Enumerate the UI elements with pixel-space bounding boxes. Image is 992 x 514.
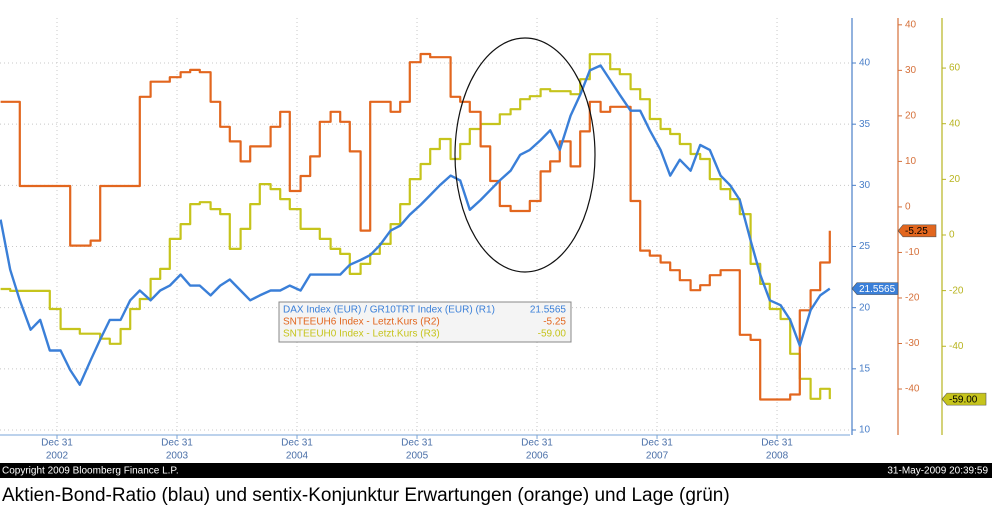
legend: DAX Index (EUR) / GR10TRT Index (EUR) (R… [278, 301, 572, 343]
y2-tick-label: 0 [905, 202, 911, 213]
x-year-label: 2008 [766, 451, 789, 462]
series-line [0, 64, 831, 386]
copyright: Copyright 2009 Bloomberg Finance L.P. [2, 466, 179, 477]
axes: Dec 31 2002 Dec 31 2003 Dec 31 2004 Dec 31 2005… [41, 18, 987, 462]
y-tick-label: 30 [859, 180, 871, 191]
y2-tick-label: -20 [905, 293, 920, 304]
legend-entry: DAX Index (EUR) / GR10TRT Index (EUR) (R… [283, 305, 495, 316]
x-tick-label: Dec 31 [41, 438, 73, 449]
y-tick-label: 25 [859, 241, 871, 252]
x-year-label: 2003 [166, 451, 189, 462]
legend-value: -5.25 [543, 317, 566, 328]
y2-tick-label: 40 [905, 19, 917, 30]
legend-entry: SNTEEUH6 Index - Letzt.Kurs (R2) [283, 317, 440, 328]
grid [0, 18, 850, 436]
x-year-label: 2007 [646, 451, 669, 462]
legend-value: -59.00 [538, 329, 567, 340]
y2-tick-label: 30 [905, 65, 917, 76]
y-tick-label: 15 [859, 363, 871, 374]
x-year-label: 2006 [526, 451, 549, 462]
y3-tick-label: 0 [949, 230, 955, 241]
x-year-label: 2005 [406, 451, 429, 462]
legend-value: 21.5565 [530, 305, 567, 316]
y3-tick-label: 20 [949, 174, 961, 185]
y3-tick-label: -40 [949, 341, 964, 352]
highlight-ellipse [454, 37, 596, 273]
y2-tick-label: -10 [905, 247, 920, 258]
y-tick-label: 10 [859, 425, 871, 436]
last-value-tag [941, 392, 987, 406]
last-value-tag [851, 282, 899, 295]
legend-entry: SNTEEUH0 Index - Letzt.Kurs (R3) [283, 329, 440, 340]
y2-tick-label: 20 [905, 111, 917, 122]
timestamp: 31-May-2009 20:39:59 [887, 466, 988, 477]
footer-bar [0, 463, 992, 478]
y3-tick-label: -20 [949, 285, 964, 296]
legend-box [278, 301, 572, 343]
x-tick-label: Dec 31 [161, 438, 193, 449]
y-tick-label: 35 [859, 119, 871, 130]
y2-tick-label: -30 [905, 338, 920, 349]
last-value-label: 21.5565 [859, 284, 896, 295]
y3-tick-label: 40 [949, 118, 961, 129]
plot-lines [0, 52, 831, 401]
y3-tick-label: 60 [949, 63, 961, 74]
chart-title: Aktien-Bond-Ratio (blau) und sentix-Konj… [2, 485, 730, 506]
last-value-tag [897, 224, 937, 238]
x-tick-label: Dec 31 [281, 438, 313, 449]
x-year-label: 2002 [46, 451, 69, 462]
x-year-label: 2004 [286, 451, 309, 462]
x-tick-label: Dec 31 [521, 438, 553, 449]
y2-tick-label: -40 [905, 384, 920, 395]
y-tick-label: 20 [859, 302, 871, 313]
last-value-label: -5.25 [905, 226, 928, 237]
last-value-label: -59.00 [949, 394, 978, 405]
series-line [0, 52, 831, 401]
series-line [0, 53, 831, 400]
x-tick-label: Dec 31 [641, 438, 673, 449]
x-tick-label: Dec 31 [401, 438, 433, 449]
y2-tick-label: 10 [905, 156, 917, 167]
y-tick-label: 40 [859, 58, 871, 69]
x-tick-label: Dec 31 [761, 438, 793, 449]
